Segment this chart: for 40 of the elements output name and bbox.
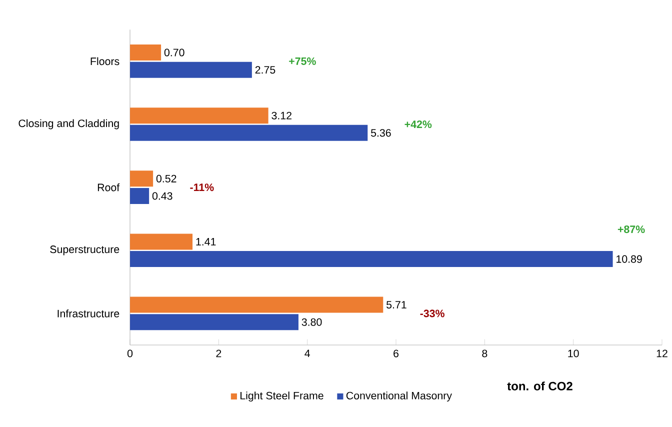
data-label: 10.89 (616, 255, 642, 263)
annotation: +75% (289, 57, 316, 65)
data-label: 3.80 (302, 318, 322, 326)
bar (130, 314, 298, 330)
x-axis-title: ton. of CO2 (507, 382, 572, 390)
x-tick-label: 4 (304, 350, 310, 358)
data-label: 2.75 (255, 66, 276, 74)
data-label: 5.71 (386, 301, 406, 309)
data-label: 0.70 (164, 48, 184, 56)
y-tick-label: Superstructure (50, 246, 120, 256)
y-tick-label: Infrastructure (58, 310, 120, 318)
data-label: 3.12 (272, 112, 292, 120)
x-tick-label: 8 (482, 350, 488, 358)
legend-label: Conventional Masonry (346, 392, 452, 402)
y-tick-label: Closing and Cladding (18, 119, 119, 130)
bar (130, 170, 154, 187)
bar (130, 251, 613, 268)
data-label: 1.41 (196, 238, 216, 246)
y-tick-label: Floors (90, 57, 120, 66)
legend-label: Light Steel Frame (240, 392, 324, 402)
x-tick-label: 0 (127, 350, 133, 358)
x-tick-label: 2 (216, 350, 222, 358)
data-label: 5.36 (370, 129, 391, 137)
x-tick-label: 6 (394, 350, 398, 358)
annotation: -33% (420, 310, 444, 318)
annotation: +87% (618, 226, 645, 234)
bar (130, 108, 268, 124)
y-tick-label: Roof (98, 183, 120, 192)
bar (130, 124, 368, 141)
bar (130, 234, 193, 250)
bar (130, 62, 252, 78)
data-label: 0.52 (156, 174, 176, 182)
bar (130, 188, 150, 204)
bar (130, 296, 384, 313)
annotation: -11% (190, 184, 214, 192)
x-tick-label: 10 (568, 350, 579, 358)
bar (130, 44, 162, 61)
x-tick-label: 12 (656, 350, 668, 358)
annotation: +42% (404, 120, 432, 128)
data-label: 0.43 (152, 192, 172, 200)
